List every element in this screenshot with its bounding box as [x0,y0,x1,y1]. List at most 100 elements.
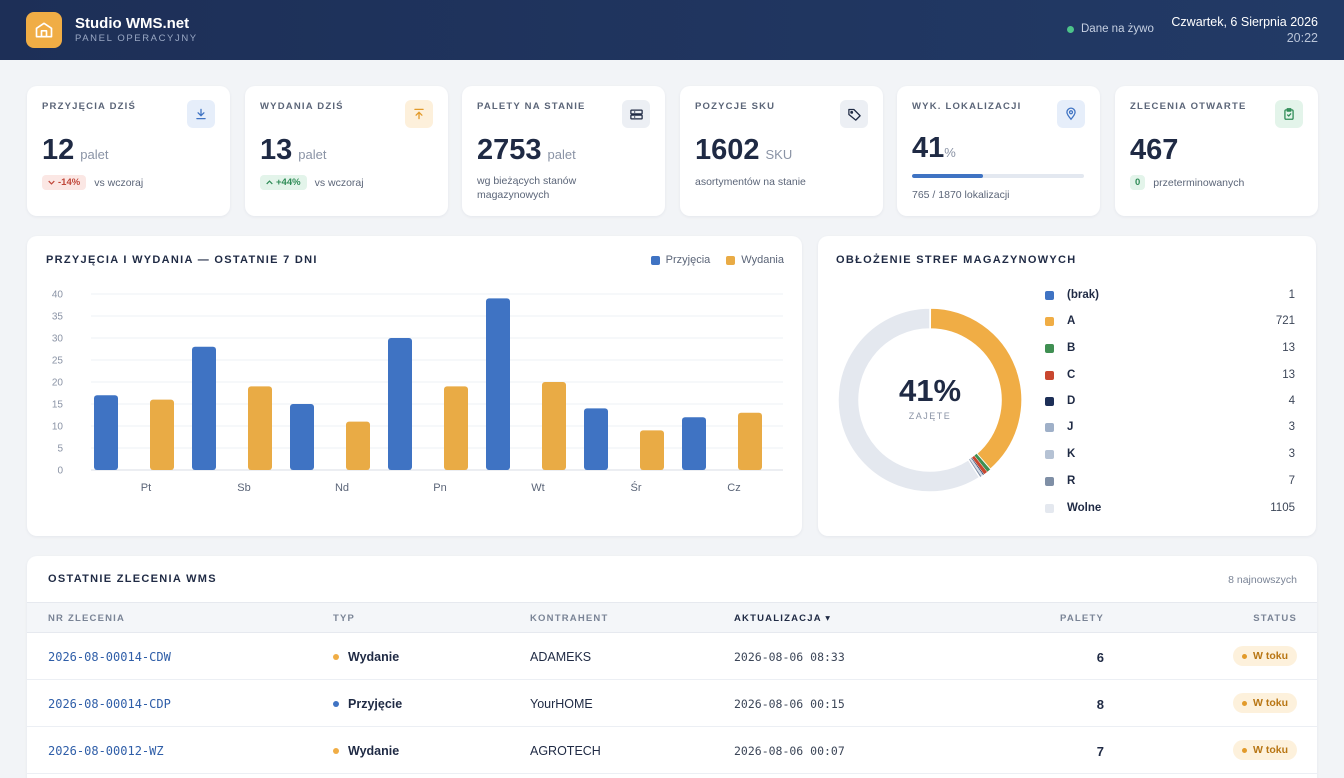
column-header-type[interactable]: TYP [333,613,356,624]
kpi-footer: 0 przeterminowanych [1130,175,1244,190]
donut-center-value: 41% [898,373,962,408]
y-tick-label: 15 [52,400,64,411]
zone-count: 13 [1282,369,1295,381]
bar-receipts [486,298,510,470]
delta-badge: +44% [260,175,307,190]
type-dot-icon [333,748,339,754]
zone-row-c[interactable]: C 13 [1045,365,1295,385]
status-dot-icon [1242,747,1247,753]
order-id-link[interactable]: 2026-08-00014-CDP [48,697,171,711]
kpi-label: PRZYJĘCIA DZIŚ [42,101,137,112]
kpi-card-sku[interactable]: POZYCJE SKU 1602 SKU asortymentów na stan… [680,86,883,216]
column-header-id[interactable]: NR ZLECENIA [48,613,126,624]
legend-swatch [726,255,736,265]
kpi-card-receipts[interactable]: PRZYJĘCIA DZIŚ 12 palet -14% vs wczoraj [27,86,230,216]
y-tick-label: 10 [52,422,64,433]
column-header-updated[interactable]: AKTUALIZACJA ▾ [734,613,832,624]
kpi-footer: +44% vs wczoraj [260,175,364,190]
order-id-link[interactable]: 2026-08-00012-WZ [48,744,164,758]
kpi-label: WYK. LOKALIZACJI [912,101,1022,112]
order-id-link[interactable]: 2026-08-00014-CDW [48,650,171,664]
kpi-value: 1602 SKU [695,134,793,166]
column-header-status[interactable]: STATUS [1253,613,1297,624]
live-label: Dane na żywo [1081,23,1154,35]
order-type: Przyjęcie [333,697,402,711]
table-row[interactable]: 2026-08-00014-CDW Wydanie ADAMEKS 2026-0… [27,633,1317,680]
legend-item-issues[interactable]: Wydania [726,254,784,266]
zone-swatch [1045,343,1054,353]
recent-orders-panel: OSTATNIE ZLECENIA WMS 8 najnowszych NR Z… [27,556,1317,778]
kpi-value: 41% [912,132,956,164]
zone-swatch [1045,422,1054,432]
zone-swatch [1045,396,1054,406]
y-tick-label: 0 [57,466,63,477]
x-tick-label: Cz [727,482,740,494]
zone-count: 13 [1282,342,1295,354]
zone-row-wolne[interactable]: Wolne 1105 [1045,498,1295,518]
status-dot-icon [1242,700,1247,706]
donut-chart [837,307,1023,493]
kpi-card-issues[interactable]: WYDANIA DZIŚ 13 palet +44% vs wczoraj [245,86,448,216]
zone-swatch [1045,449,1054,459]
chevron-down-icon [48,180,55,185]
zone-swatch [1045,503,1054,513]
progress-text: 765 / 1870 lokalizacji [912,189,1010,201]
zone-swatch [1045,476,1054,486]
chart-title: PRZYJĘCIA I WYDANIA — OSTATNIE 7 DNI [46,254,318,266]
donut-slice-wolne[interactable] [837,307,981,493]
kpi-value: 467 [1130,134,1179,166]
kpi-card-locations[interactable]: WYK. LOKALIZACJI 41% 765 / 1870 lokaliza… [897,86,1100,216]
live-dot-icon [1067,25,1074,33]
zone-count: 4 [1288,395,1295,407]
zone-name: (brak) [1067,289,1099,301]
column-header-contractor[interactable]: KONTRAHENT [530,613,609,624]
top-bar: Studio WMS.net PANEL OPERACYJNY Dane na … [0,0,1344,60]
pallet-icon [622,100,650,128]
order-updated: 2026-08-06 00:15 [734,697,845,711]
x-tick-label: Śr [631,481,642,494]
kpi-card-open-orders[interactable]: ZLECENIA OTWARTE 467 0 przeterminowanych [1115,86,1318,216]
order-type: Wydanie [333,744,399,758]
legend-label: Przyjęcia [665,254,711,266]
status-badge: W toku [1233,646,1297,666]
bar-issues [346,421,370,470]
bar-receipts [388,338,412,470]
compare-text: vs wczoraj [314,176,364,189]
bar-issues [738,412,762,470]
zone-count: 3 [1288,421,1295,433]
zone-row-a[interactable]: A 721 [1045,311,1295,331]
order-contractor: YourHOME [530,697,593,711]
order-pallets: 8 [1096,697,1104,712]
clipboard-check-icon [1275,100,1303,128]
bar-issues [640,430,664,470]
kpi-card-pallets[interactable]: PALETY NA STANIE 2753 palet wg bieżących … [462,86,665,216]
column-header-pallets[interactable]: PALETY [1060,613,1104,624]
bar-receipts [682,417,706,470]
receipts-issues-chart-panel: PRZYJĘCIA I WYDANIA — OSTATNIE 7 DNI Prz… [27,236,802,536]
warehouse-logo-icon[interactable] [26,12,62,48]
zone-row-b[interactable]: B 13 [1045,338,1295,358]
order-contractor: ADAMEKS [530,650,592,664]
y-tick-label: 25 [52,356,64,367]
table-header: NR ZLECENIA TYP KONTRAHENT AKTUALIZACJA … [27,602,1317,633]
kpi-unit: palet [298,147,327,162]
x-tick-label: Sb [237,482,250,494]
table-row[interactable]: 2026-08-00012-WZ Wydanie AGROTECH 2026-0… [27,727,1317,774]
bar-receipts [584,408,608,470]
y-tick-label: 30 [52,334,64,345]
zone-swatch [1045,370,1054,380]
live-indicator: Dane na żywo [1067,23,1154,35]
zone-name: Wolne [1067,502,1102,514]
legend-item-receipts[interactable]: Przyjęcia [650,254,711,266]
zone-row-brak[interactable]: (brak) 1 [1045,285,1295,305]
zone-name: K [1067,448,1076,460]
table-row[interactable]: 2026-08-00014-CDP Przyjęcie YourHOME 202… [27,680,1317,727]
current-time: 20:22 [1286,31,1318,45]
compare-text: vs wczoraj [94,176,144,189]
zones-occupancy-panel: OBŁOŻENIE STREF MAGAZYNOWYCH 41% ZAJĘTE … [818,236,1316,536]
kpi-label: WYDANIA DZIŚ [260,101,344,112]
